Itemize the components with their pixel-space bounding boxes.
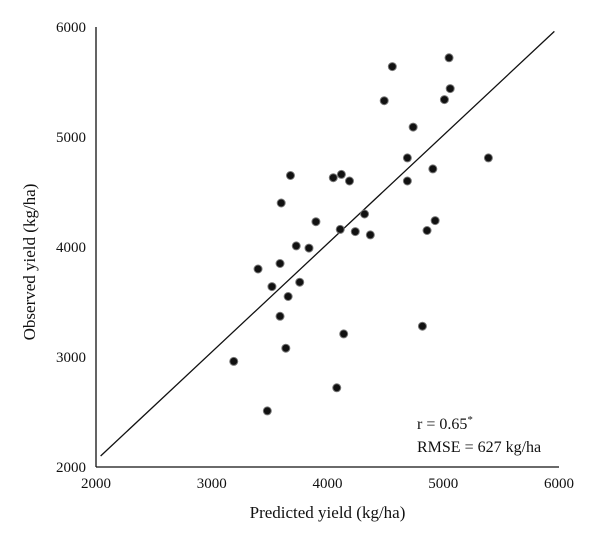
r-annotation-text: r = 0.65 [417, 416, 467, 433]
data-point [439, 95, 449, 105]
data-point [328, 173, 338, 183]
data-point [417, 321, 427, 331]
data-points [229, 53, 493, 416]
rmse-annotation: RMSE = 627 kg/ha [417, 439, 541, 456]
data-point [253, 264, 263, 274]
data-point [408, 122, 418, 132]
data-point [283, 292, 293, 301]
data-point [276, 198, 286, 208]
x-tick-label: 3000 [197, 476, 227, 492]
data-point [335, 224, 345, 234]
r-annotation: r = 0.65* [417, 414, 473, 433]
data-point [295, 277, 305, 287]
data-point [483, 153, 493, 163]
data-point [336, 169, 346, 179]
data-point [262, 406, 272, 416]
data-point [387, 62, 397, 72]
data-point [350, 227, 360, 237]
r-significance-marker: * [467, 414, 473, 426]
y-tick-label: 6000 [56, 20, 86, 36]
y-axis-title: Observed yield (kg/ha) [20, 184, 39, 341]
x-tick-label: 4000 [313, 476, 343, 492]
y-tick-label: 2000 [56, 460, 86, 476]
data-point [379, 96, 389, 106]
data-point [339, 329, 349, 339]
x-axis-title: Predicted yield (kg/ha) [250, 503, 406, 522]
data-point [281, 343, 291, 353]
y-tick-labels: 2000 3000 4000 5000 6000 [56, 20, 86, 476]
data-point [444, 53, 454, 63]
data-point [344, 176, 354, 186]
data-point [428, 164, 438, 174]
data-point [275, 311, 285, 321]
data-point [285, 171, 295, 180]
axes [95, 27, 559, 468]
data-point [229, 356, 239, 366]
data-point [422, 226, 432, 235]
y-tick-label: 5000 [56, 130, 86, 146]
data-point [332, 383, 342, 393]
data-point [304, 243, 314, 253]
data-point [291, 241, 301, 251]
x-tick-label: 6000 [544, 476, 574, 492]
data-point [267, 282, 277, 292]
y-tick-label: 3000 [56, 350, 86, 366]
data-point [402, 176, 412, 186]
data-point [360, 209, 370, 219]
data-point [445, 84, 455, 94]
data-point [430, 216, 440, 226]
data-point [311, 217, 321, 227]
x-tick-label: 5000 [428, 476, 458, 492]
data-point [402, 153, 412, 163]
x-tick-label: 2000 [81, 476, 111, 492]
data-point [365, 230, 375, 240]
data-point [275, 259, 285, 268]
regression-line [100, 30, 555, 457]
y-tick-label: 4000 [56, 240, 86, 256]
x-tick-labels: 2000 3000 4000 5000 6000 [81, 476, 574, 492]
